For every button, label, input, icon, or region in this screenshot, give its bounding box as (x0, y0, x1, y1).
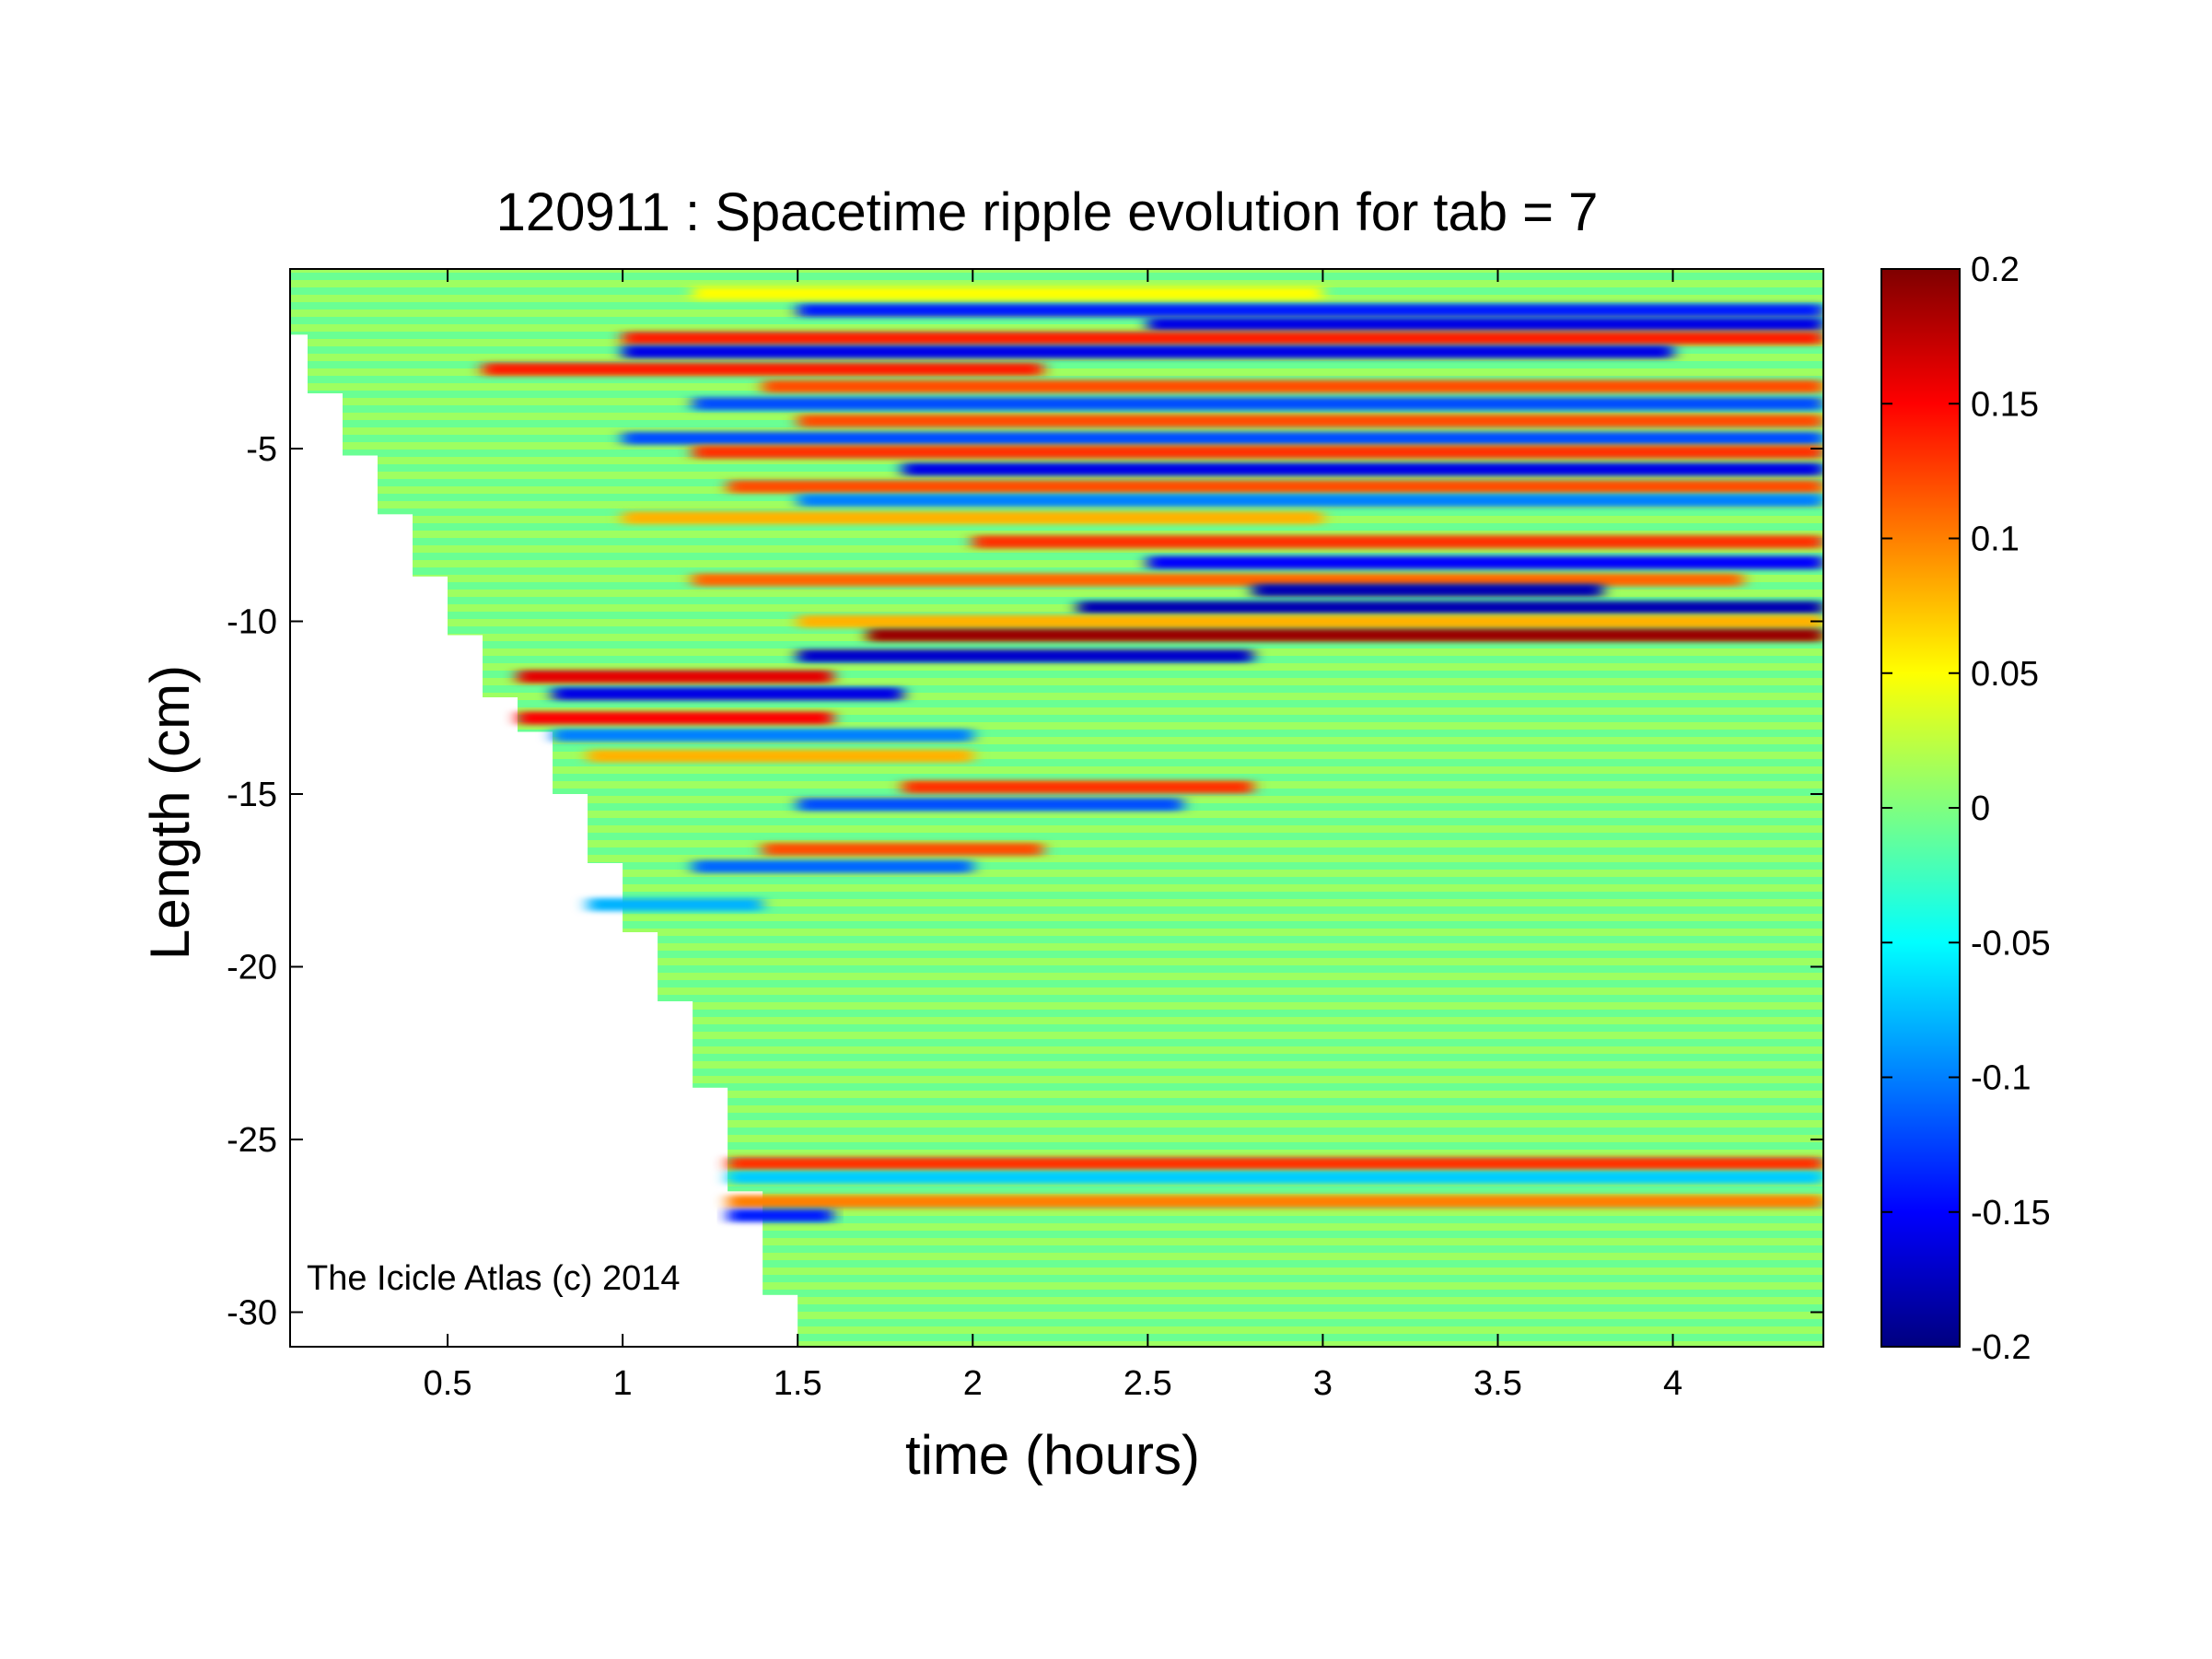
heatmap-band (797, 649, 1253, 662)
colorbar: 0.2 0.15 0.1 0.05 0 -0.05 -0.1 -0.15 -0.2 (1880, 251, 2051, 1367)
heatmap-band (797, 798, 1183, 812)
colorbar-tick-label: -0.2 (1971, 1328, 2031, 1367)
heatmap-band (797, 415, 1823, 427)
colorbar-tick-label: 0.2 (1971, 251, 2020, 289)
x-tick-label: 3.5 (1473, 1364, 1522, 1403)
y-tick-label: -15 (227, 776, 277, 814)
heatmap-band (553, 729, 973, 742)
heatmap-band (972, 535, 1823, 549)
colorbar-tick-label: 0.05 (1971, 655, 2039, 694)
plot-frame (289, 268, 1824, 1348)
heatmap-band (763, 843, 1043, 856)
colorbar-tick-label: -0.1 (1971, 1059, 2031, 1098)
y-tick-label: -25 (227, 1121, 277, 1160)
y-tick-label: -30 (227, 1294, 277, 1333)
heatmap-band (728, 1157, 1823, 1171)
x-tick-label: 3 (1313, 1364, 1333, 1403)
heatmap-band (1077, 601, 1823, 614)
heatmap-band (623, 511, 1323, 524)
x-axis: 0.5 1 1.5 2 2.5 3 3.5 4 (424, 269, 1682, 1403)
heatmap-band (483, 362, 1043, 376)
heatmap-band (902, 780, 1253, 794)
x-tick-label: 1.5 (774, 1364, 822, 1403)
heatmap-band (797, 614, 1823, 628)
x-tick-label: 4 (1663, 1364, 1682, 1403)
heatmap (290, 269, 1823, 1347)
heatmap-band (1147, 318, 1823, 331)
heatmap-band (623, 332, 1823, 345)
heatmap-band (588, 749, 973, 763)
x-tick-label: 0.5 (424, 1364, 472, 1403)
heatmap-band (797, 494, 1823, 508)
heatmap-band (693, 286, 1323, 300)
x-tick-label: 2.5 (1123, 1364, 1172, 1403)
heatmap-band (693, 859, 973, 873)
y-axis-label: Length (cm) (139, 665, 201, 960)
x-tick-label: 2 (963, 1364, 983, 1403)
heatmap-band (763, 380, 1823, 393)
x-tick-label: 1 (613, 1364, 633, 1403)
chart-title: 120911 : Spacetime ripple evolution for … (496, 182, 1599, 242)
x-axis-label: time (hours) (905, 1424, 1200, 1486)
heatmap-band (1252, 583, 1603, 597)
heatmap-band (693, 397, 1823, 411)
watermark-text: The Icicle Atlas (c) 2014 (307, 1259, 681, 1298)
heatmap-band (588, 898, 763, 911)
heatmap-band (623, 345, 1673, 358)
colorbar-tick-label: 0 (1971, 789, 1990, 828)
colorbar-tick-label: -0.15 (1971, 1194, 2051, 1233)
heatmap-band (1147, 555, 1823, 569)
y-axis: -5 -10 -15 -20 -25 -30 (227, 430, 1823, 1333)
heatmap-bands (483, 286, 1823, 1222)
y-tick-label: -5 (246, 430, 277, 469)
colorbar-tick-label: 0.1 (1971, 520, 2020, 559)
colorbar-tick-label: 0.15 (1971, 385, 2039, 424)
heatmap-band (902, 462, 1823, 476)
colorbar-gradient (1880, 268, 1961, 1348)
heatmap-band (728, 1195, 1823, 1209)
heatmap-band (553, 687, 903, 701)
colorbar-ticks: 0.2 0.15 0.1 0.05 0 -0.05 -0.1 -0.15 -0.2 (1881, 251, 2051, 1367)
heatmap-band (518, 670, 833, 683)
heatmap-band (728, 480, 1823, 494)
heatmap-band (728, 1209, 833, 1222)
y-tick-label: -10 (227, 603, 277, 642)
y-tick-label: -20 (227, 949, 277, 987)
heatmap-band (867, 628, 1823, 642)
heatmap-band (518, 711, 833, 725)
heatmap-band (623, 431, 1823, 445)
heatmap-band (797, 304, 1823, 317)
heatmap-band (693, 573, 1743, 587)
heatmap-band (728, 1171, 1823, 1185)
heatmap-band (693, 445, 1823, 459)
colorbar-tick-label: -0.05 (1971, 924, 2051, 963)
